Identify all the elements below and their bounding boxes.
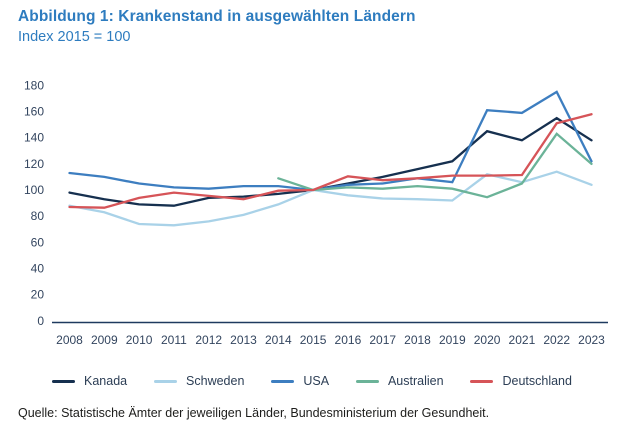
figure-subtitle: Index 2015 = 100 [18, 29, 131, 45]
y-tick-label: 40 [31, 261, 45, 275]
figure-title: Abbildung 1: Krankenstand in ausgewählte… [18, 8, 416, 25]
chart-legend: Kanada Schweden USA Australien Deutschland [52, 371, 572, 391]
series-line-usa [68, 90, 593, 192]
legend-item-australien: Australien [355, 374, 444, 388]
legend-swatch-schweden [154, 379, 178, 383]
x-tick-label: 2017 [369, 333, 396, 347]
x-tick-label: 2020 [474, 333, 501, 347]
x-tick-label: 2021 [509, 333, 536, 347]
legend-item-schweden: Schweden [154, 374, 244, 388]
series-line-australien [277, 132, 593, 199]
y-tick-label: 20 [31, 288, 45, 302]
series-line-deutschland [68, 113, 593, 209]
y-tick-label: 60 [31, 235, 45, 249]
legend-swatch-australien [355, 379, 379, 383]
y-tick-label: 100 [24, 183, 44, 197]
x-tick-label: 2018 [404, 333, 431, 347]
legend-label-kanada: Kanada [84, 374, 128, 388]
y-tick-label: 80 [31, 209, 45, 223]
x-tick-label: 2014 [265, 333, 292, 347]
x-tick-label: 2010 [126, 333, 153, 347]
x-tick-label: 2016 [335, 333, 362, 347]
y-tick-label: 180 [24, 78, 44, 92]
y-tick-label: 140 [24, 131, 44, 145]
legend-swatch-deutschland [470, 379, 494, 383]
legend-item-deutschland: Deutschland [470, 374, 572, 388]
series-line-schweden [68, 170, 593, 227]
legend-swatch-usa [271, 379, 295, 383]
legend-label-schweden: Schweden [186, 374, 245, 388]
legend-label-usa: USA [303, 374, 330, 388]
legend-label-deutschland: Deutschland [502, 374, 572, 388]
source-note: Quelle: Statistische Ämter der jeweilige… [18, 406, 490, 420]
x-tick-label: 2008 [56, 333, 83, 347]
y-tick-label: 0 [37, 314, 44, 328]
legend-item-kanada: Kanada [52, 374, 127, 388]
x-tick-label: 2009 [91, 333, 118, 347]
legend-item-usa: USA [271, 374, 329, 388]
x-tick-label: 2023 [578, 333, 605, 347]
x-tick-label: 2022 [543, 333, 570, 347]
x-tick-label: 2013 [230, 333, 257, 347]
legend-label-australien: Australien [387, 374, 444, 388]
y-tick-label: 160 [24, 105, 44, 119]
y-tick-label: 120 [24, 157, 44, 171]
x-tick-label: 2019 [439, 333, 466, 347]
x-tick-label: 2012 [195, 333, 222, 347]
legend-swatch-kanada [52, 379, 75, 383]
x-tick-label: 2015 [300, 333, 327, 347]
x-tick-label: 2011 [161, 333, 187, 347]
